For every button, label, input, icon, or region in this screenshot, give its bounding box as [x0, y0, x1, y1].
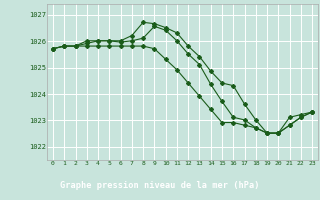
Text: Graphe pression niveau de la mer (hPa): Graphe pression niveau de la mer (hPa)	[60, 181, 260, 190]
